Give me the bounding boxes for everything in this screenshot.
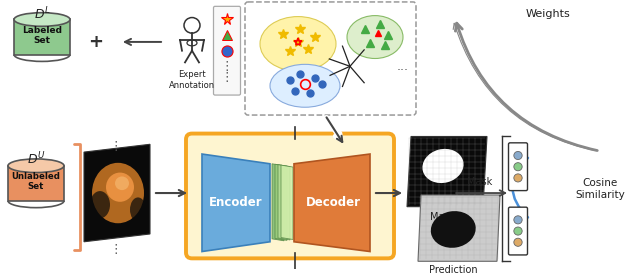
Polygon shape	[294, 154, 370, 251]
Text: +: +	[88, 33, 104, 51]
Circle shape	[514, 163, 522, 171]
Polygon shape	[275, 164, 287, 240]
FancyBboxPatch shape	[186, 134, 394, 258]
Ellipse shape	[8, 159, 64, 172]
FancyBboxPatch shape	[509, 143, 527, 191]
FancyBboxPatch shape	[245, 2, 416, 115]
Text: ⋮: ⋮	[109, 140, 122, 153]
Circle shape	[184, 18, 200, 33]
Polygon shape	[281, 165, 293, 240]
Text: Labeled
Set: Labeled Set	[22, 26, 62, 45]
Text: $D^L$: $D^L$	[33, 5, 51, 22]
Text: Decoder: Decoder	[305, 196, 360, 209]
Circle shape	[514, 238, 522, 246]
Ellipse shape	[270, 64, 340, 107]
Polygon shape	[272, 164, 284, 241]
Ellipse shape	[90, 191, 110, 218]
Ellipse shape	[431, 211, 476, 248]
Circle shape	[514, 152, 522, 160]
Ellipse shape	[260, 17, 336, 71]
Circle shape	[514, 216, 522, 224]
Ellipse shape	[347, 16, 403, 59]
Text: Weights: Weights	[525, 9, 570, 19]
Circle shape	[514, 227, 522, 235]
Ellipse shape	[130, 197, 146, 222]
Polygon shape	[278, 165, 290, 240]
Polygon shape	[8, 166, 64, 201]
Text: ⋮: ⋮	[221, 71, 233, 84]
Ellipse shape	[92, 163, 144, 223]
Polygon shape	[202, 154, 270, 251]
FancyBboxPatch shape	[509, 207, 527, 255]
Text: Mask: Mask	[467, 177, 493, 187]
Polygon shape	[84, 144, 150, 242]
Text: $D^U$: $D^U$	[27, 151, 45, 167]
FancyArrowPatch shape	[453, 23, 595, 150]
Text: Expert
Annotation: Expert Annotation	[169, 70, 215, 90]
Text: ⋮: ⋮	[109, 243, 122, 256]
Polygon shape	[418, 195, 500, 261]
Text: Cosine
Similarity: Cosine Similarity	[575, 178, 625, 200]
Text: ...: ...	[397, 60, 409, 73]
FancyBboxPatch shape	[214, 6, 241, 95]
Ellipse shape	[14, 13, 70, 26]
Text: Encoder: Encoder	[209, 196, 263, 209]
Ellipse shape	[115, 176, 129, 190]
Polygon shape	[407, 137, 487, 207]
FancyArrowPatch shape	[456, 23, 597, 150]
Text: Prediction: Prediction	[429, 265, 477, 275]
Ellipse shape	[106, 172, 134, 202]
Text: ⋮: ⋮	[221, 60, 233, 73]
Text: Unlabeled
Set: Unlabeled Set	[12, 172, 60, 191]
FancyArrowPatch shape	[513, 158, 528, 217]
Polygon shape	[14, 20, 70, 55]
Ellipse shape	[422, 149, 463, 183]
Circle shape	[514, 174, 522, 182]
Text: Mask: Mask	[430, 212, 456, 222]
